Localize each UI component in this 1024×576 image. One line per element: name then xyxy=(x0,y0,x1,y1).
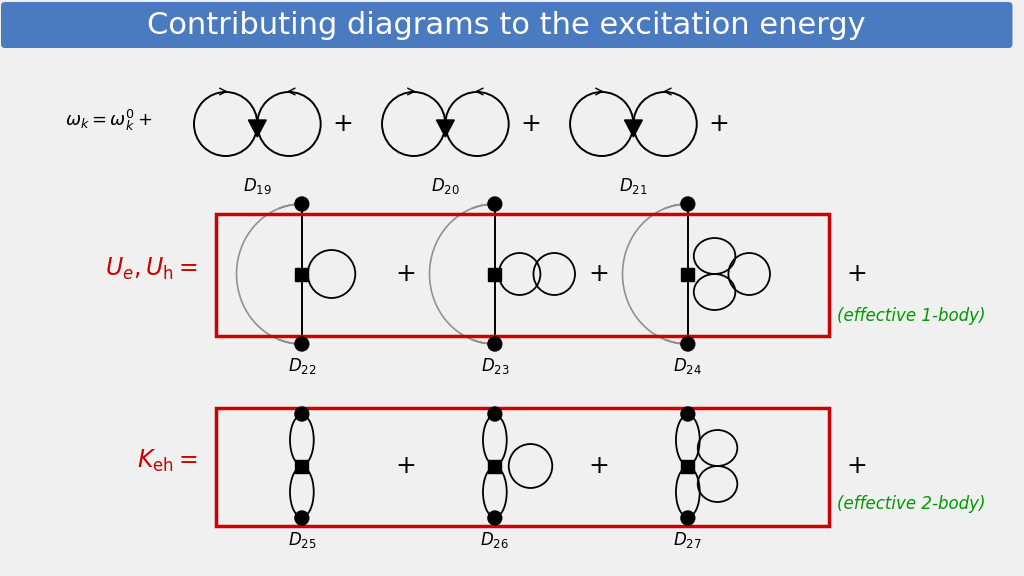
Text: $D_{21}$: $D_{21}$ xyxy=(620,176,648,196)
Bar xyxy=(296,460,308,472)
Bar xyxy=(488,267,502,281)
Circle shape xyxy=(487,511,502,525)
Circle shape xyxy=(487,197,502,211)
Bar xyxy=(488,460,502,472)
FancyBboxPatch shape xyxy=(1,2,1013,48)
Polygon shape xyxy=(249,120,266,137)
Text: $D_{19}$: $D_{19}$ xyxy=(243,176,271,196)
Text: (effective 2-body): (effective 2-body) xyxy=(838,495,986,513)
Text: +: + xyxy=(708,112,729,136)
Bar xyxy=(681,267,694,281)
Text: $\omega_k = \omega_k^0+$: $\omega_k = \omega_k^0+$ xyxy=(66,107,154,132)
Circle shape xyxy=(295,337,309,351)
Circle shape xyxy=(487,407,502,421)
Text: +: + xyxy=(395,454,416,478)
Circle shape xyxy=(681,197,694,211)
Text: $D_{20}$: $D_{20}$ xyxy=(431,176,460,196)
Circle shape xyxy=(295,197,309,211)
Text: $D_{23}$: $D_{23}$ xyxy=(480,356,509,376)
Circle shape xyxy=(295,511,309,525)
Text: +: + xyxy=(847,262,867,286)
Text: $\mathit{U}_{\mathit{e}},\mathit{U}_{\mathrm{h}}=$: $\mathit{U}_{\mathit{e}},\mathit{U}_{\ma… xyxy=(105,256,198,282)
Bar xyxy=(216,214,829,336)
Text: (effective 1-body): (effective 1-body) xyxy=(838,307,986,325)
Bar xyxy=(296,267,308,281)
Polygon shape xyxy=(625,120,642,137)
Text: +: + xyxy=(589,262,609,286)
Text: +: + xyxy=(332,112,353,136)
Circle shape xyxy=(681,511,694,525)
Text: +: + xyxy=(847,454,867,478)
Polygon shape xyxy=(436,120,455,137)
Text: $D_{26}$: $D_{26}$ xyxy=(480,530,509,550)
Text: +: + xyxy=(520,112,541,136)
Circle shape xyxy=(295,407,309,421)
Bar xyxy=(216,408,829,526)
Text: $D_{25}$: $D_{25}$ xyxy=(288,530,316,550)
Circle shape xyxy=(681,407,694,421)
Text: Contributing diagrams to the excitation energy: Contributing diagrams to the excitation … xyxy=(147,10,866,40)
Text: +: + xyxy=(395,262,416,286)
Bar xyxy=(681,460,694,472)
Text: $\mathit{K}_{\mathrm{eh}}=$: $\mathit{K}_{\mathrm{eh}}=$ xyxy=(137,448,198,474)
Text: $D_{27}$: $D_{27}$ xyxy=(674,530,702,550)
Text: +: + xyxy=(589,454,609,478)
Circle shape xyxy=(681,337,694,351)
Circle shape xyxy=(487,337,502,351)
Text: $D_{22}$: $D_{22}$ xyxy=(288,356,316,376)
Text: $D_{24}$: $D_{24}$ xyxy=(674,356,702,376)
